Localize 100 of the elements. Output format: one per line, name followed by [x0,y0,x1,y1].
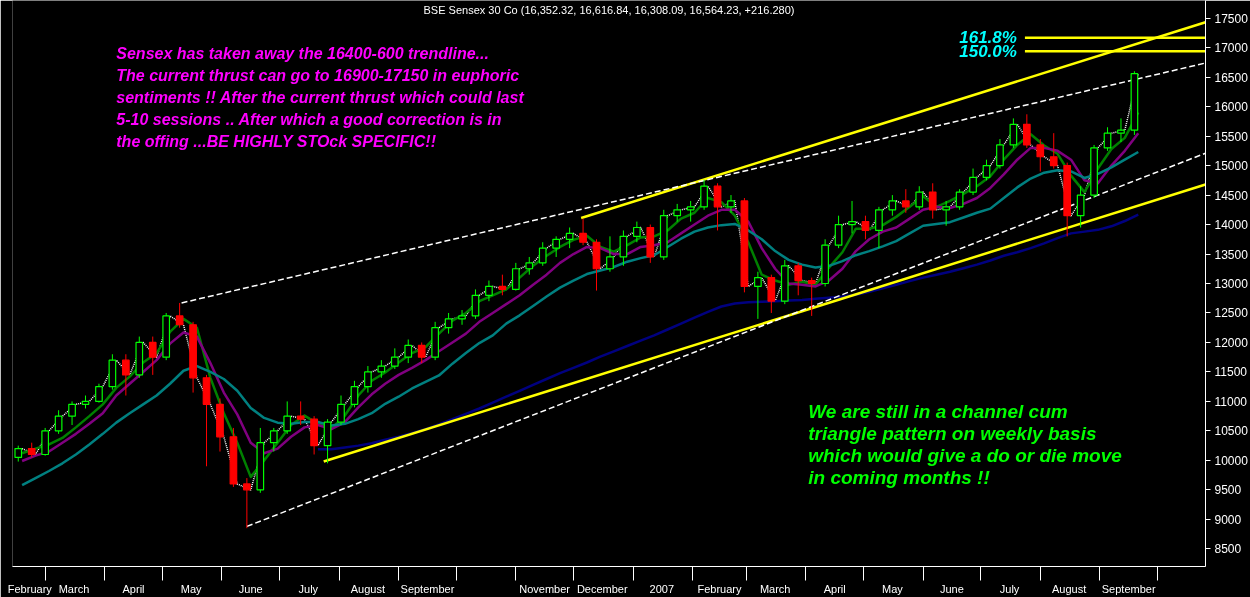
candlestick [579,218,587,246]
y-tick-label: 9500 [1214,483,1242,498]
x-tick-label: December [576,582,628,595]
y-tick-label: 10500 [1214,424,1249,439]
candlestick [700,179,708,211]
candlestick [269,427,278,453]
candlestick [1103,126,1112,152]
x-tick-label: July [999,582,1020,595]
x-tick-label: September [400,582,455,595]
candlestick [1049,132,1058,170]
candlestick [364,365,372,394]
chart-title: BSE Sensex 30 Co (16,352.32, 16,616.84, 16,308.09, 16,564.23, +216.280) [423,3,795,16]
x-tick-label: September [1101,582,1156,595]
y-tick-label: 16000 [1214,100,1249,115]
y-tick-label: 14500 [1214,188,1249,203]
candlestick [1076,185,1085,228]
candlestick [1009,117,1018,149]
y-tick-label: 12000 [1214,335,1249,350]
candlestick [767,274,776,314]
candlestick [458,309,466,326]
y-tick-label: 13000 [1214,277,1249,291]
candlestick [552,235,561,258]
y-tick-label: 11500 [1214,365,1248,380]
candlestick [54,409,63,435]
y-tick-label: 13500 [1214,247,1249,262]
candlestick [1036,138,1045,172]
candlestick [404,339,413,364]
candlestick [283,400,292,435]
candlestick [565,226,574,249]
y-tick-label: 8500 [1214,542,1242,557]
y-tick-label: 14000 [1214,218,1249,233]
x-tick-label: 2007 [649,582,675,595]
candlestick [861,215,870,240]
candlestick [41,427,50,457]
y-tick-label: 9000 [1214,512,1242,527]
candlestick [485,280,493,302]
candlestick [969,168,977,196]
y-tick-label: 15500 [1214,129,1249,144]
candlestick [148,336,157,376]
candlestick [807,277,816,317]
candlestick [848,200,856,234]
x-tick-label: March [58,582,90,595]
x-tick-label: April [823,582,846,595]
candlestick [511,262,520,292]
candlestick [727,194,735,214]
x-tick-label: March [759,582,791,595]
candlestick [982,159,991,181]
candlestick [754,271,762,320]
x-tick-label: August [350,582,386,595]
candlestick [606,235,614,273]
x-tick-label: May [180,582,203,595]
y-tick-label: 16500 [1214,70,1249,85]
y-tick-label: 10000 [1214,453,1249,468]
candlestick [713,182,722,231]
candlestick [337,395,345,426]
y-tick-label: 15000 [1214,159,1249,174]
x-tick-label: August [1051,582,1087,595]
x-tick-label: April [122,582,145,595]
x-tick-label: November [519,582,571,595]
candlestick [498,274,507,296]
candlestick [95,383,103,404]
y-tick-label: 17500 [1214,11,1249,26]
candlestick [794,262,803,296]
x-tick-label: February [7,582,53,595]
candlestick [471,288,480,320]
candlestick [538,241,547,267]
candlestick [175,302,184,329]
x-tick-label: June [939,582,964,595]
candlestick [1117,117,1125,143]
candlestick [121,353,130,397]
candlestick [417,341,426,364]
candlestick [834,215,843,249]
candlestick [296,400,305,426]
candlestick [928,182,937,220]
x-tick-label: June [238,582,263,595]
y-tick-label: 11000 [1214,394,1248,409]
x-tick-label: February [697,582,742,595]
x-tick-label: July [298,582,319,595]
candlestick [68,400,76,426]
candlestick [888,194,897,217]
annotation: We are still in a channel cum triangle pattern on weekly basis which would give a do or die move in coming months !! [808,400,1123,488]
candlestick [1022,113,1031,149]
candlestick [875,206,883,249]
candlestick [243,477,251,529]
candlestick [915,185,924,211]
candlestick [619,229,628,267]
candlestick [686,200,695,223]
candlestick [390,347,399,370]
candlestick [350,380,359,408]
candlestick [632,221,641,243]
y-tick-label: 12500 [1214,306,1249,321]
candlestick [323,418,332,464]
x-tick-label: May [881,582,904,595]
annotation: Sensex has taken away the 16400-600 trendline... The current thrust can go to 16900-17150 in euphoric sentiments !! After the current thrust which could last 5-10 sessions .. After which a good correction is in the offing ...BE HIGHLY STOck SPECIFIC!! [116,44,525,150]
candlestick [901,188,910,214]
candlestick [996,138,1004,170]
candlestick [955,188,964,211]
candlestick [444,312,453,335]
y-tick-label: 17000 [1214,41,1249,56]
candlestick [942,200,951,227]
